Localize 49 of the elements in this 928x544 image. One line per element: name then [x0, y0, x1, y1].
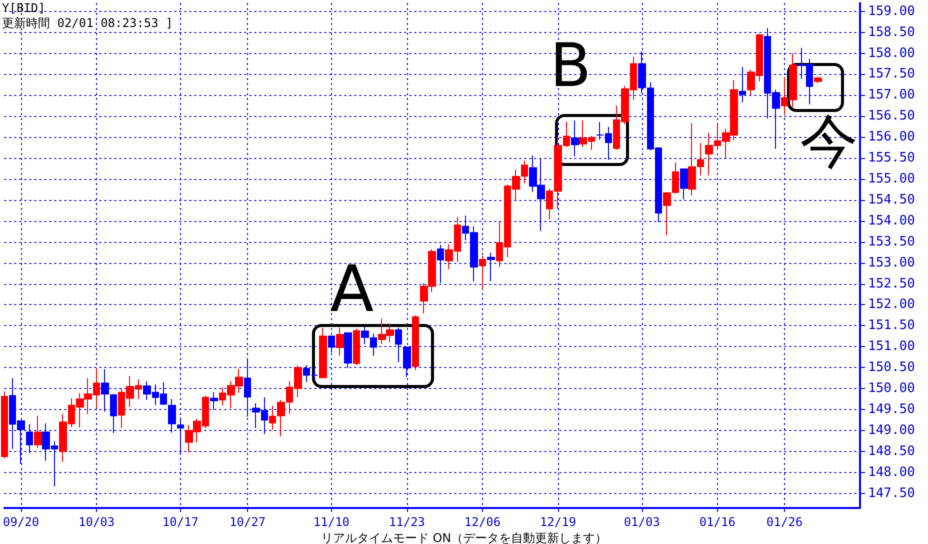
x-tick-label: 12/19 [540, 515, 576, 529]
y-tick-label: 149.50 [868, 402, 915, 418]
y-tick-label: 150.00 [868, 381, 915, 396]
candlestick [814, 76, 822, 84]
annotation: 今 [800, 107, 858, 175]
candlestick [336, 327, 344, 356]
chart-title: Y[BID] [2, 1, 46, 15]
x-tick-label: 01/26 [766, 515, 803, 529]
y-tick-label: 157.50 [868, 66, 915, 82]
candlestick [1, 390, 8, 459]
x-tick-label: 10/03 [78, 515, 115, 529]
x-tick-label: 11/10 [313, 515, 350, 529]
y-tick-label: 150.50 [868, 360, 915, 376]
y-tick-label: 153.00 [868, 255, 915, 270]
x-tick-label: 10/27 [230, 515, 266, 529]
y-tick-label: 148.50 [868, 444, 915, 459]
y-tick-label: 155.50 [868, 150, 915, 166]
y-tick-label: 155.00 [868, 172, 915, 187]
y-tick-label: 153.50 [868, 234, 915, 250]
x-tick-label: 11/23 [388, 515, 426, 529]
y-tick-label: 157.00 [868, 88, 915, 103]
x-tick-label: 01/16 [699, 515, 736, 529]
y-tick-label: 158.50 [868, 24, 915, 40]
candlestick [353, 328, 360, 366]
y-tick-label: 147.50 [868, 486, 915, 501]
y-tick-label: 152.50 [868, 276, 915, 292]
y-tick-label: 148.00 [868, 464, 915, 480]
x-tick-label: 01/03 [624, 515, 660, 529]
y-tick-label: 151.50 [868, 318, 915, 334]
candlestick [479, 255, 486, 290]
y-tick-label: 156.00 [868, 130, 915, 145]
y-tick-label: 159.00 [868, 4, 915, 19]
annotation: A [330, 253, 374, 327]
y-tick-label: 149.00 [868, 422, 915, 438]
text: リアルタイムモード ON（データを自動更新します） [320, 531, 608, 544]
x-tick-label: 10/17 [162, 515, 199, 529]
y-tick-label: 156.50 [868, 108, 915, 124]
y-tick-label: 151.00 [868, 339, 915, 354]
x-tick-label: 12/06 [464, 515, 501, 529]
x-tick-label: 09/20 [3, 515, 40, 529]
y-tick-label: 154.50 [868, 192, 915, 208]
annotation: B [550, 31, 592, 101]
candlestick [319, 327, 327, 378]
candlestick [34, 415, 42, 449]
y-tick-label: 152.00 [868, 297, 915, 312]
y-tick-label: 158.00 [868, 46, 915, 61]
y-tick-label: 154.00 [868, 213, 915, 228]
candlestick [412, 314, 419, 371]
text: 更新時間 02/01 08:23:53 ] [2, 16, 173, 30]
